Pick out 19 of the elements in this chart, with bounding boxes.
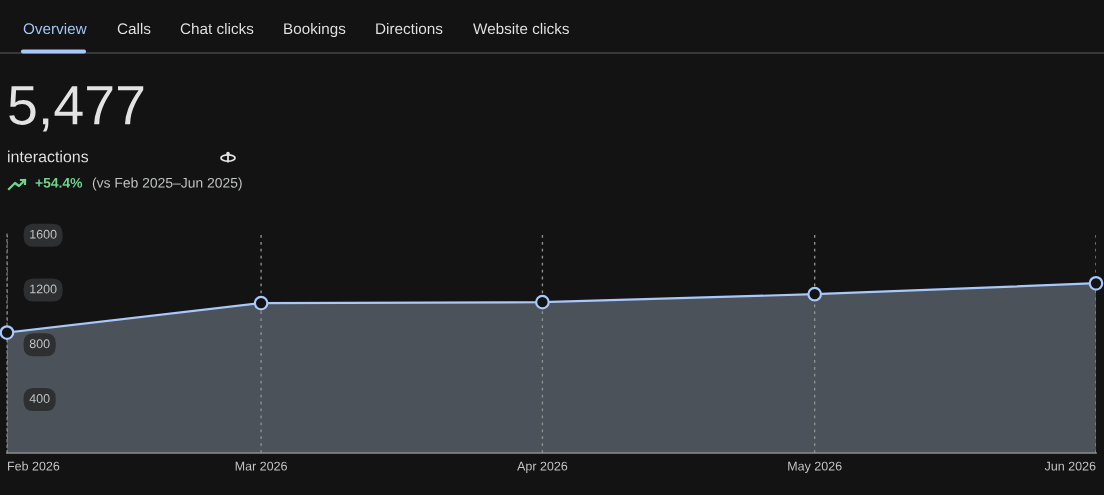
y-tick-label: 1200 [30, 284, 57, 294]
x-tick-label: Feb 2026 [8, 461, 60, 471]
text: +54.4% [35, 177, 83, 188]
x-tick-label: Apr 2026 [517, 461, 568, 473]
text: Overview [23, 22, 87, 35]
text: Directions [376, 22, 443, 35]
y-tick-label: 1600 [30, 229, 57, 239]
text: Chat clicks [180, 22, 254, 35]
y-tick-label: 400 [29, 394, 50, 403]
text: Calls [117, 22, 151, 35]
y-tick-label: 800 [29, 339, 50, 349]
x-tick-label: Jun 2026 [1044, 461, 1096, 471]
chart-subtitle: interactions [8, 150, 89, 163]
text: (vs Feb 2025–Jun 2025) [92, 177, 242, 191]
x-tick-label: Mar 2026 [235, 461, 287, 471]
text: Website clicks [473, 22, 569, 35]
text: Bookings [284, 22, 346, 38]
chart-title: 5,477 [9, 86, 144, 132]
x-tick-label: May 2026 [788, 461, 842, 473]
